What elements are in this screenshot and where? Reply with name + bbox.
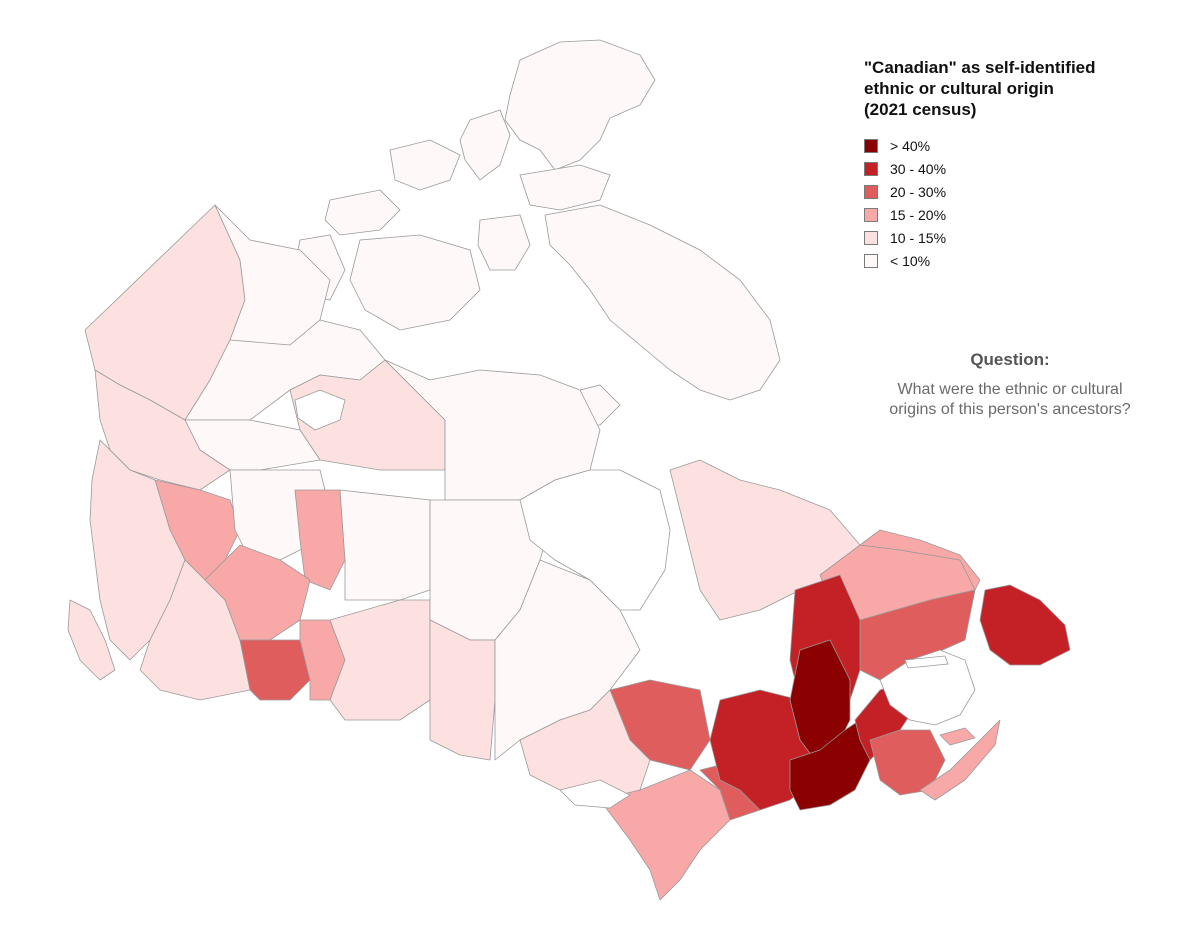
legend-label: 15 - 20% [890, 206, 947, 223]
ontario-central [519, 689, 651, 801]
legend-swatch [864, 207, 878, 222]
legend-label: 10 - 15% [890, 229, 947, 246]
legend-item-over-40: > 40% [864, 134, 1164, 157]
census-question: Question: What were the ethnic or cultur… [860, 350, 1160, 420]
hudson-bay [519, 469, 671, 611]
baffin-island [544, 204, 781, 401]
bc-coast [89, 439, 186, 661]
legend-label: < 10% [890, 252, 931, 269]
legend-swatch [864, 230, 878, 245]
map-title-line-1: "Canadian" as self-identified [864, 58, 1096, 77]
vancouver-island [67, 599, 116, 681]
new-brunswick [869, 729, 946, 796]
great-bear-lake [294, 389, 346, 431]
devon-island [519, 164, 611, 211]
question-line-2: origins of this person's ancestors? [889, 401, 1131, 418]
quebec-south [789, 719, 871, 811]
legend-swatch [864, 253, 878, 268]
map-title: "Canadian" as self-identified ethnic or … [864, 57, 1164, 120]
victoria-island [349, 234, 481, 331]
legend-swatch [864, 138, 878, 153]
bc-north [94, 369, 231, 491]
legend-item-30-40: 30 - 40% [864, 157, 1164, 180]
legend-item-under-10: < 10% [864, 249, 1164, 272]
water-bodies [294, 389, 976, 809]
legend-item-10-15: 10 - 15% [864, 226, 1164, 249]
quebec-cote-nord [859, 589, 976, 681]
alberta-south [239, 639, 311, 701]
saskatchewan-north [339, 489, 431, 601]
labrador [859, 529, 981, 591]
legend-item-15-20: 15 - 20% [864, 203, 1164, 226]
map-regions [67, 204, 1071, 901]
gulf-of-st-lawrence [879, 649, 976, 726]
manitoba-south [429, 619, 496, 761]
newfoundland [979, 584, 1071, 666]
axel-heiberg-island [459, 109, 511, 181]
queen-elizabeth-islands-west [389, 139, 461, 191]
legend-label: > 40% [890, 137, 931, 154]
question-title: Question: [970, 350, 1050, 369]
map-title-line-2: ethnic or cultural origin [864, 79, 1054, 98]
arctic-islands [294, 39, 781, 426]
legend-swatch [864, 161, 878, 176]
legend-label: 30 - 40% [890, 160, 947, 177]
anticosti-island [904, 655, 949, 669]
question-text: What were the ethnic or cultural origins… [860, 380, 1160, 420]
legend-item-20-30: 20 - 30% [864, 180, 1164, 203]
nova-scotia [919, 719, 1001, 801]
prince-edward-island [939, 727, 976, 746]
lake-superior [559, 779, 631, 809]
map-title-line-3: (2021 census) [864, 100, 977, 119]
ellesmere-island [504, 39, 656, 171]
saskatchewan-south [329, 599, 431, 721]
ontario-south [599, 769, 731, 901]
somerset-prince-of-wales [477, 214, 531, 271]
melville-island [324, 189, 401, 236]
map-legend: "Canadian" as self-identified ethnic or … [864, 57, 1164, 272]
question-line-1: What were the ethnic or cultural [897, 381, 1123, 398]
legend-label: 20 - 30% [890, 183, 947, 200]
legend-swatch [864, 184, 878, 199]
